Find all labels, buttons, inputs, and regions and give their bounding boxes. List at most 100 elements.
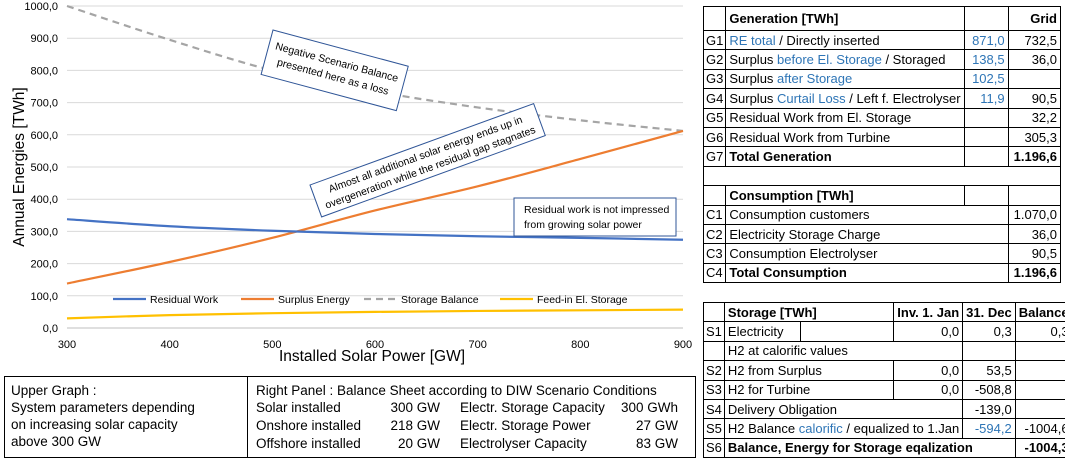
y-tick-label: 100,0 (30, 291, 58, 303)
table-header-row: Storage [TWh] Inv. 1. Jan 31. Dec Balanc… (703, 301, 1065, 323)
row-code: S2 (703, 360, 725, 381)
row-code: C2 (702, 223, 727, 245)
grid-value: 305,3 (1007, 126, 1062, 148)
row-code: S4 (703, 398, 725, 420)
row-label: H2 for Turbine (723, 379, 895, 400)
upper-graph-line: System parameters depending (11, 400, 195, 415)
row-code: G5 (702, 107, 727, 128)
row-code: G4 (702, 88, 727, 109)
row-label: / Storaged (881, 52, 946, 68)
x-tick-label: 400 (160, 339, 178, 351)
row-value: 1.196,6 (1007, 262, 1062, 284)
condition-label: Electrolyser Capacity (460, 436, 587, 451)
row-label: Electricity (723, 321, 801, 342)
inv-value: 0,0 (893, 321, 964, 342)
y-tick-label: 400,0 (30, 194, 58, 206)
table-row: C3 Consumption Electrolyser 90,5 (702, 243, 1062, 264)
table-row: C2 Electricity Storage Charge 36,0 (702, 223, 1062, 245)
condition-value: 218 GW (390, 418, 440, 433)
table-row: G3 Surplus after Storage 102,5 (702, 68, 1062, 90)
inv-value: 0,0 (893, 379, 964, 400)
y-tick-label: 800,0 (30, 65, 58, 77)
row-value: 36,0 (1007, 223, 1062, 245)
table-row: S4 Delivery Obligation -139,0 (703, 398, 1065, 420)
dec-value: -508,8 (962, 379, 1016, 400)
row-label: Surplus (729, 90, 778, 106)
conditions-row: Offshore installed 20 GW Electrolyser Ca… (248, 435, 695, 453)
conditions-row: Onshore installed 218 GW Electr. Storage… (248, 417, 695, 435)
row-label: / equalized to 1.Jan (842, 421, 960, 437)
x-tick-label: 800 (571, 339, 589, 351)
inv-value: 0,0 (893, 360, 964, 381)
y-tick-label: 200,0 (30, 259, 58, 271)
balance-value: -1004,3 (1014, 437, 1065, 459)
x-tick-label: 700 (468, 339, 486, 351)
y-tick-label: 700,0 (30, 98, 58, 110)
condition-value: 300 GWh (620, 400, 678, 415)
y-tick-label: 300,0 (30, 226, 58, 238)
row-label: Electricity Storage Charge (725, 223, 1009, 245)
condition-label: Solar installed (256, 400, 341, 415)
annotation-residual-line2: from growing solar power (524, 219, 642, 231)
table-row: G5 Residual Work from El. Storage 32,2 (702, 107, 1062, 128)
condition-value: 300 GW (390, 400, 440, 415)
row-label: H2 from Surplus (723, 360, 895, 381)
balance-value: -1004,6 (1014, 418, 1065, 439)
balance-header: Balance (1014, 301, 1065, 323)
row-label: / Left f. Electrolyser (845, 90, 961, 106)
conditions-row: Solar installed 300 GW Electr. Storage C… (248, 399, 695, 417)
x-tick-label: 600 (366, 339, 384, 351)
series-line-storage-balance (66, 4, 684, 133)
row-code: C1 (702, 204, 727, 225)
row-code: G3 (702, 68, 727, 90)
row-value: 102,5 (963, 68, 1009, 90)
legend-label: Residual Work (150, 294, 219, 306)
row-label-highlight: RE total (729, 32, 776, 48)
energy-chart: 0,0 100,0 200,0 300,0 400,0 500,0 600,0 700,0 80… (11, 1, 692, 365)
condition-label: Electr. Storage Power (460, 418, 591, 433)
x-tick-labels: 300 400 500 600 700 800 900 (58, 339, 692, 351)
grid-value: 36,0 (1007, 49, 1062, 70)
table-header-row: Consumption [TWh] (702, 185, 1062, 206)
legend-label: Storage Balance (401, 294, 479, 306)
row-code: G7 (702, 146, 727, 167)
row-label: Residual Work from Turbine (725, 126, 965, 148)
upper-graph-line: Upper Graph : (11, 383, 97, 398)
storage-title: Storage [TWh] (723, 301, 895, 323)
annotation-overgeneration: Almost all additional solar energy ends … (309, 102, 546, 218)
dec-value: 0,3 (962, 321, 1016, 342)
row-code: G1 (702, 29, 727, 51)
table-row: G1 RE total / Directly inserted 871,0 73… (702, 29, 1062, 51)
storage-table: Storage [TWh] Inv. 1. Jan 31. Dec Balanc… (703, 301, 1065, 459)
y-tick-label: 600,0 (30, 130, 58, 142)
row-code: S5 (703, 418, 725, 439)
series-line-surplus-energy (66, 129, 684, 285)
row-label: Consumption Electrolyser (725, 243, 1009, 264)
x-tick-label: 500 (263, 339, 281, 351)
chart-series (66, 4, 684, 320)
row-code: C4 (702, 262, 727, 284)
y-axis-label: Annual Energies [TWh] (11, 87, 28, 246)
grid-value: 732,5 (1007, 29, 1062, 51)
table-row: G4 Surplus Curtail Loss / Left f. Electr… (702, 88, 1062, 109)
table-row-total: G7 Total Generation 1.196,6 (702, 146, 1062, 167)
x-axis-label: Installed Solar Power [GW] (279, 348, 465, 365)
upper-graph-line: on increasing solar capacity (11, 417, 178, 432)
table-row: C1 Consumption customers 1.070,0 (702, 204, 1062, 225)
annotation-negative-balance: Negative Scenario Balance presented here… (260, 29, 409, 112)
annotation-overgeneration-line1: Almost all additional solar energy ends … (327, 114, 524, 196)
table-row: S1 Electricity 0,0 0,3 0,3 (703, 321, 1065, 342)
condition-label: Offshore installed (256, 436, 361, 451)
row-label: / Directly inserted (775, 32, 880, 48)
row-code: S1 (703, 321, 725, 342)
annotation-residual-line1: Residual work is not impressed (524, 204, 669, 216)
series-line-feed-in-el-storage (66, 308, 684, 320)
table-row: S3 H2 for Turbine 0,0 -508,8 (703, 379, 1065, 400)
row-value: 90,5 (1007, 243, 1062, 264)
dec-value: -139,0 (962, 398, 1016, 420)
generation-title: Generation [TWh] (725, 6, 965, 31)
row-label: Delivery Obligation (723, 398, 964, 420)
row-label-highlight: calorific (798, 421, 843, 437)
dec-value: 53,5 (962, 360, 1016, 381)
row-label: Balance, Energy for Storage eqalization (723, 437, 1016, 459)
